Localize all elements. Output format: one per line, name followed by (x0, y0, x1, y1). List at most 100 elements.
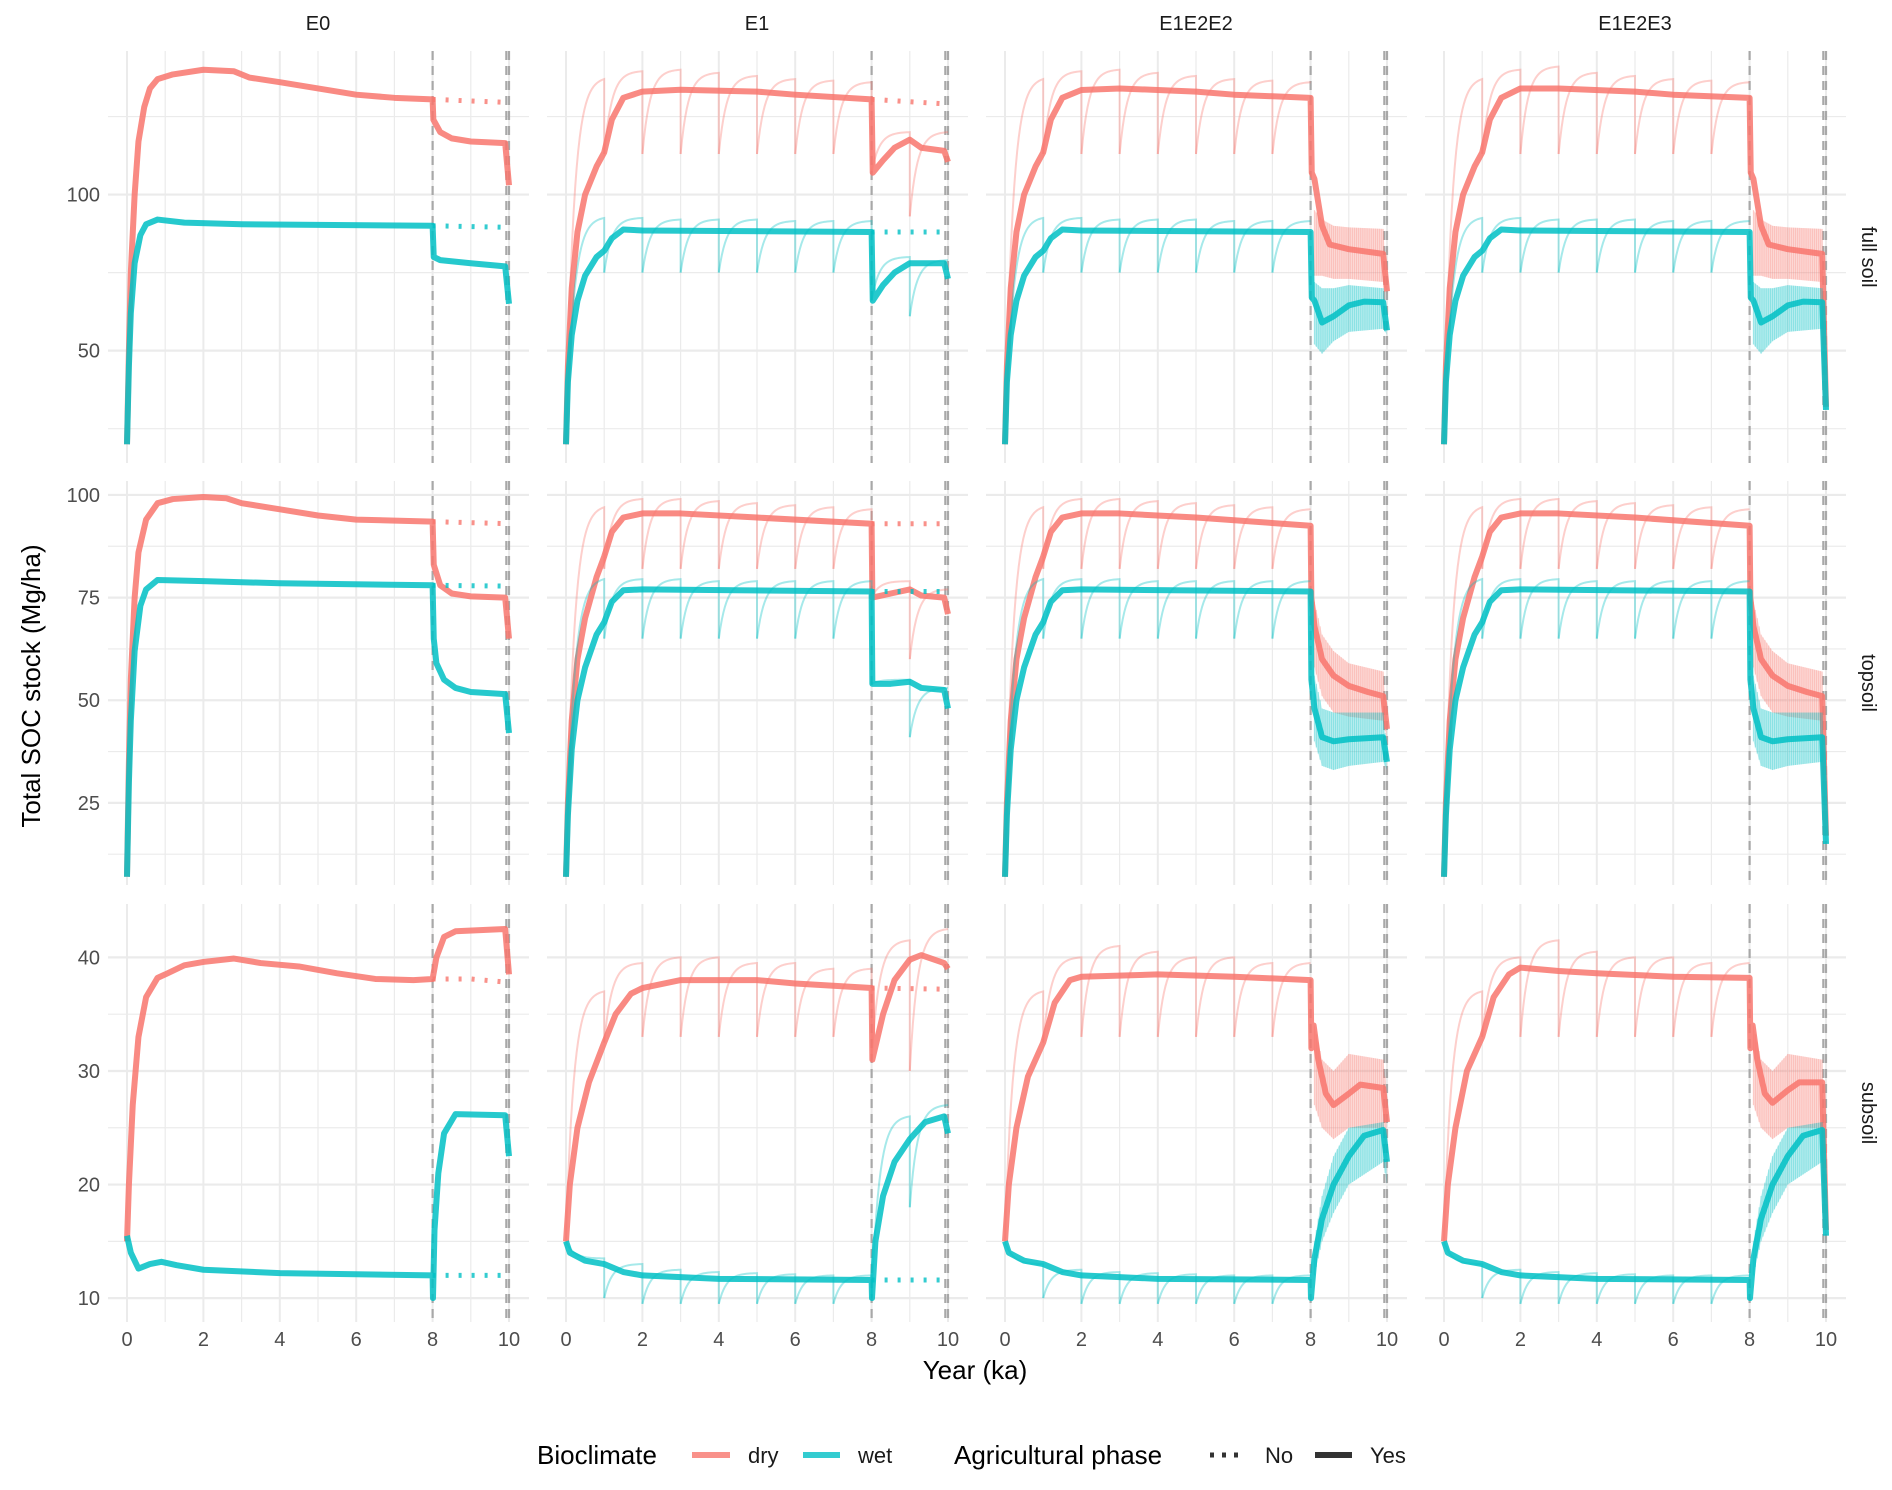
x-tick-label: 6 (351, 1329, 362, 1351)
wet-cycle-line (1080, 218, 1121, 273)
strip-label-e0: E0 (306, 13, 330, 35)
dry-cycle-line (1481, 497, 1522, 569)
dry-cycle-line (1672, 79, 1713, 155)
dry-agriculture-line (124, 494, 512, 877)
wet-cycle-line (1156, 218, 1197, 273)
wet-cycle-line (1710, 220, 1750, 273)
x-tick-label: 6 (790, 1329, 801, 1351)
dry-cycle-line (1519, 65, 1560, 155)
wet-cycle-line (641, 218, 682, 273)
dry-cycle-line (1080, 68, 1121, 155)
wet-cycle-line (1080, 578, 1121, 639)
y-axis-title: Total SOC stock (Mg/ha) (16, 544, 46, 827)
wet-cycle-line (1557, 218, 1598, 273)
y-tick-label: 40 (78, 947, 100, 969)
dry-agriculture-line (1002, 971, 1390, 1242)
wet-cycle-line (1672, 580, 1713, 639)
dry-cycle-line (679, 500, 720, 569)
x-tick-label: 10 (1815, 1329, 1837, 1351)
dry-cycle-line (1595, 74, 1636, 155)
wet-cycle-line (717, 218, 758, 273)
dry-agriculture-line (563, 952, 951, 1242)
dry-cycle-line (1710, 962, 1750, 1038)
dry-cycle-line (1118, 71, 1159, 155)
wet-cycle-line (1595, 580, 1636, 639)
x-tick-label: 8 (427, 1329, 438, 1351)
dry-agriculture-line (1441, 510, 1829, 877)
legend-label-wet: wet (857, 1443, 892, 1468)
dry-cycle-line (1156, 74, 1197, 155)
wet-cycle-line (1634, 580, 1675, 639)
dry-cycle-line (717, 74, 758, 155)
wet-cycle-line (1710, 580, 1750, 639)
dry-agriculture-line (1441, 964, 1829, 1242)
wet-cycle-line (679, 1270, 720, 1305)
dry-cycle-line (1519, 939, 1560, 1037)
panel-e1e2e2-topsoil (986, 481, 1407, 885)
wet-cycle-line (1557, 580, 1598, 639)
wet-agriculture-line (124, 576, 512, 877)
dry-cycle-line (565, 77, 606, 445)
dry-cycle-line (1710, 508, 1750, 570)
dry-cycle-line (1443, 77, 1484, 445)
dry-cycle-line (1634, 956, 1675, 1038)
wet-cycle-line (717, 580, 758, 639)
x-tick-label: 10 (498, 1329, 520, 1351)
wet-cycle-line (794, 580, 835, 639)
wet-cycle-line (1519, 578, 1560, 639)
wet-agriculture-line (124, 216, 512, 445)
x-tick-label: 0 (121, 1329, 132, 1351)
dry-cycle-line (1557, 71, 1598, 155)
dry-cycle-line (1042, 497, 1083, 569)
wet-cycle-line (908, 1104, 949, 1208)
dry-cycle-line (832, 508, 873, 598)
dry-cycle-line (565, 990, 606, 1242)
panel-e0-full-soil (108, 51, 529, 463)
panel-e1e2e3-full-soil (1425, 51, 1846, 463)
x-tick-label: 4 (274, 1329, 285, 1351)
dry-cycle-line (565, 505, 606, 877)
x-tick-label: 0 (999, 1329, 1010, 1351)
wet-cycle-line (871, 678, 911, 738)
dry-agriculture-line (124, 925, 512, 1242)
panel-e1-topsoil (547, 481, 968, 885)
wet-uncertainty-ribbon (1753, 675, 1826, 849)
legend-title-phase: Agricultural phase (954, 1440, 1162, 1470)
x-tick-label: 2 (1515, 1329, 1526, 1351)
wet-cycle-line (1634, 220, 1675, 273)
dry-cycle-line (679, 956, 720, 1038)
wet-cycle-line (832, 220, 873, 301)
dry-cycle-line (1519, 497, 1560, 569)
wet-cycle-line (1118, 218, 1159, 273)
panel-e0-topsoil (108, 481, 529, 885)
y-tick-label: 25 (78, 793, 100, 815)
wet-cycle-line (1233, 220, 1274, 273)
dry-cycle-line (1557, 500, 1598, 569)
legend-label-yes: Yes (1370, 1443, 1406, 1468)
dry-uncertainty-ribbon (1314, 601, 1387, 742)
wet-cycle-line (565, 577, 606, 877)
x-tick-label: 4 (713, 1329, 724, 1351)
panel-e1e2e3-subsoil (1425, 904, 1846, 1322)
dry-cycle-line (1557, 950, 1598, 1037)
wet-agriculture-line (563, 226, 951, 445)
dry-cycle-line (679, 71, 720, 155)
dry-cycle-line (1118, 950, 1159, 1037)
wet-cycle-line (1156, 580, 1197, 639)
wet-uncertainty-ribbon (1753, 1122, 1826, 1276)
dry-cycle-line (1004, 990, 1045, 1242)
wet-cycle-line (1519, 218, 1560, 273)
wet-cycle-line (679, 218, 720, 273)
dry-cycle-line (756, 504, 797, 569)
strip-label-subsoil: subsoil (1857, 1082, 1879, 1144)
dry-cycle-line (1156, 502, 1197, 569)
dry-cycle-line (1195, 504, 1236, 569)
dry-cycle-line (603, 497, 644, 569)
panel-e0-subsoil (108, 904, 529, 1322)
dry-cycle-line (1004, 505, 1045, 877)
dry-cycle-line (832, 967, 873, 1060)
wet-uncertainty-ribbon (1314, 675, 1387, 771)
x-tick-label: 8 (1744, 1329, 1755, 1351)
dry-cycle-line (1481, 68, 1522, 155)
